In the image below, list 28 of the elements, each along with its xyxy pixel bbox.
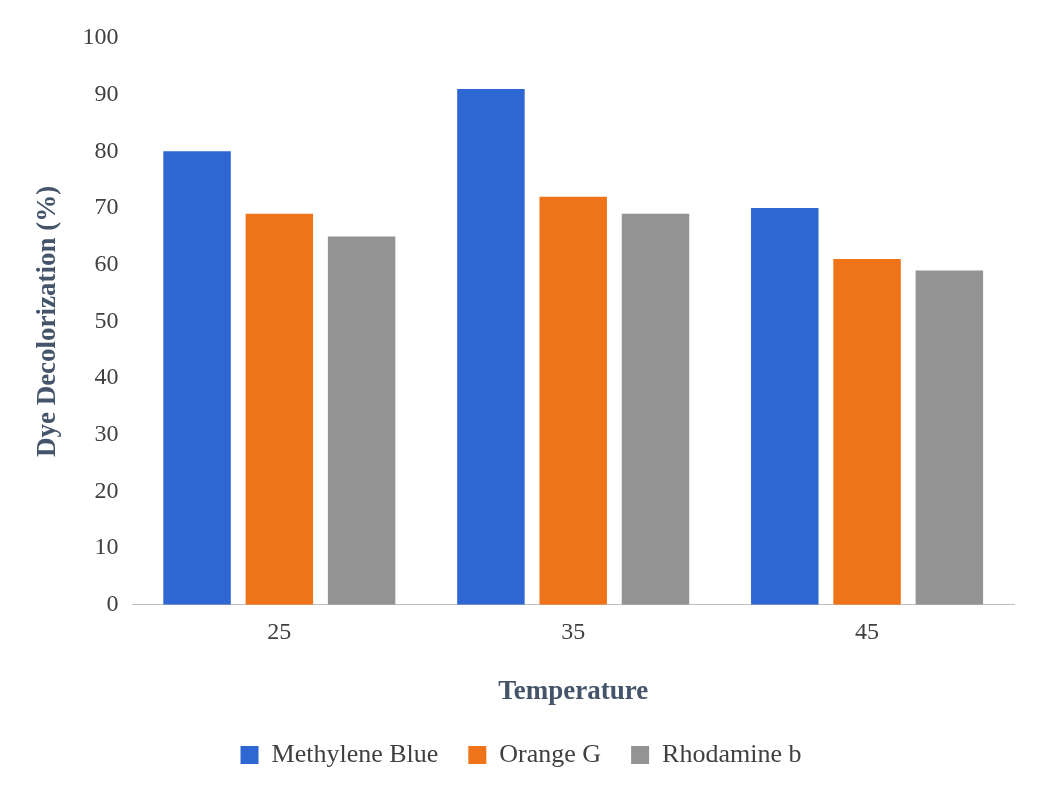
bar [327, 236, 396, 605]
bar [163, 151, 231, 605]
legend-label: Methylene Blue [271, 738, 439, 768]
legend-label: Rhodamine b [662, 738, 802, 768]
y-tick-label: 20 [94, 476, 119, 503]
bar [915, 270, 984, 605]
y-tick-label: 70 [94, 193, 119, 220]
bar [751, 208, 819, 605]
bar [621, 213, 690, 605]
bar [539, 196, 607, 605]
bar [245, 213, 314, 605]
x-axis-title: Temperature [498, 674, 649, 705]
y-tick-label: 40 [94, 363, 119, 390]
bar [833, 259, 901, 605]
y-tick-label: 80 [94, 136, 119, 163]
bar [457, 89, 525, 605]
y-tick-label: 30 [94, 420, 119, 447]
y-tick-label: 50 [94, 306, 119, 333]
x-tick-label: 45 [855, 618, 880, 645]
y-tick-label: 100 [82, 23, 119, 50]
y-axis-title: Dye Decolorization (%) [31, 185, 62, 458]
y-tick-label: 60 [94, 250, 119, 277]
y-tick-label: 90 [94, 79, 119, 106]
y-tick-label: 0 [106, 590, 119, 617]
x-tick-label: 25 [267, 618, 292, 645]
legend-label: Orange G [499, 738, 602, 768]
x-tick-label: 35 [561, 618, 586, 645]
y-tick-label: 10 [94, 533, 119, 560]
